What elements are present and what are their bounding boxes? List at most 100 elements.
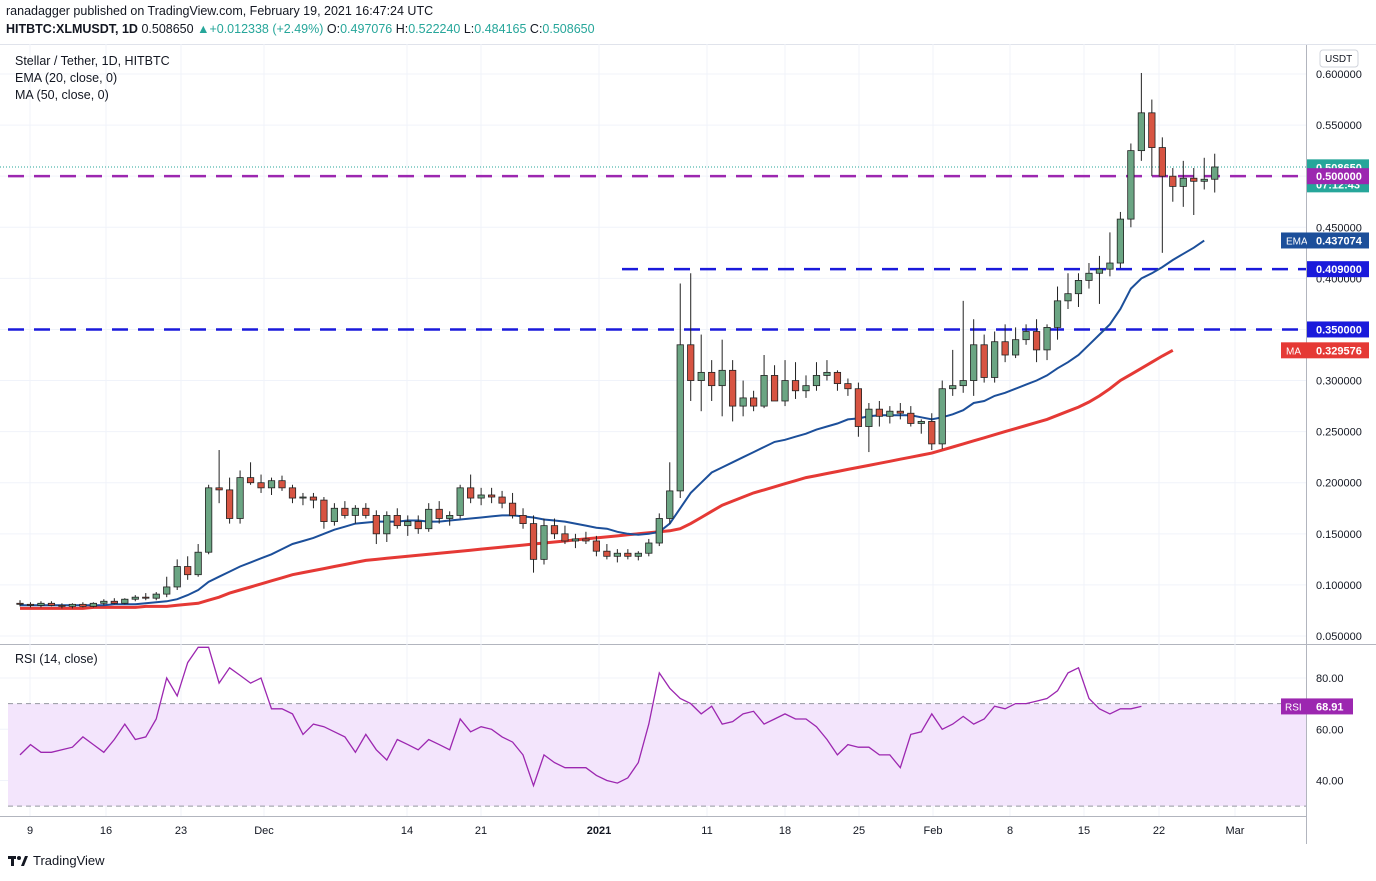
candle[interactable] [823,360,831,381]
candle[interactable] [592,535,601,557]
candle[interactable] [1200,157,1208,190]
candle[interactable] [896,403,904,420]
candle[interactable] [508,492,517,519]
candle[interactable] [907,406,915,427]
candle[interactable] [404,515,412,536]
candle[interactable] [571,533,580,549]
candle[interactable] [718,339,726,417]
candle[interactable] [750,390,758,412]
candle[interactable] [676,283,684,499]
candle[interactable] [1137,72,1145,161]
candle[interactable] [267,477,276,495]
candle[interactable] [844,378,852,396]
candle[interactable] [1043,324,1051,361]
candle[interactable] [100,599,108,606]
candle[interactable] [760,355,768,409]
candle[interactable] [666,462,674,524]
candle[interactable] [299,492,307,506]
candle[interactable] [131,595,139,602]
candle[interactable] [1169,168,1177,202]
candle[interactable] [320,497,328,529]
candle[interactable] [1190,168,1198,216]
candle[interactable] [812,362,821,391]
currency-box[interactable] [1319,49,1359,68]
candle[interactable] [58,603,66,609]
candle[interactable] [582,531,590,545]
candle[interactable] [236,470,244,524]
candle[interactable] [351,505,359,524]
candle[interactable] [875,400,883,427]
candle[interactable] [865,403,873,453]
candle[interactable] [1022,324,1030,345]
candle[interactable] [288,484,297,504]
candle[interactable] [561,525,569,545]
candle[interactable] [540,518,548,565]
legend-ma[interactable]: MA (50, close, 0) [15,88,109,102]
candle[interactable] [142,593,150,601]
candle[interactable] [487,487,496,504]
candle[interactable] [372,510,380,545]
candle[interactable] [194,544,202,577]
candle[interactable] [886,406,894,424]
candle[interactable] [980,334,988,383]
candle[interactable] [791,362,800,399]
candle[interactable] [645,538,653,557]
candle[interactable] [1053,286,1062,340]
candle[interactable] [959,300,967,393]
candle[interactable] [655,513,663,547]
candle[interactable] [1012,327,1020,359]
candle[interactable] [37,601,45,608]
candle[interactable] [603,544,611,560]
candle[interactable] [467,474,475,504]
candle[interactable] [938,380,946,450]
candle[interactable] [89,602,97,608]
candle[interactable] [519,508,527,529]
candle[interactable] [414,515,422,534]
candle[interactable] [1074,273,1083,307]
candle[interactable] [16,600,24,607]
candle[interactable] [79,602,87,608]
candle[interactable] [550,518,559,539]
candle[interactable] [613,549,621,563]
candle[interactable] [68,603,76,609]
candle[interactable] [1095,255,1104,304]
candle[interactable] [498,490,506,509]
candle[interactable] [225,477,234,524]
candle[interactable] [215,450,223,504]
candle[interactable] [1064,273,1072,310]
candle[interactable] [121,598,129,605]
candle[interactable] [393,508,401,529]
candle[interactable] [1085,263,1093,289]
candle[interactable] [917,419,925,434]
candle[interactable] [739,380,747,417]
candle[interactable] [1001,324,1009,363]
candle[interactable] [529,515,538,573]
candle[interactable] [184,556,192,580]
candle[interactable] [1211,153,1219,193]
candle[interactable] [687,273,695,401]
candle[interactable] [47,601,56,607]
candle[interactable] [854,382,863,437]
legend-ema[interactable]: EMA (20, close, 0) [15,71,118,85]
candle[interactable] [309,492,318,509]
candle[interactable] [456,484,464,519]
candle[interactable] [152,592,160,601]
candle[interactable] [246,462,255,485]
candle[interactable] [110,598,118,605]
candle[interactable] [970,319,978,396]
legend-title[interactable]: Stellar / Tether, 1D, HITBTC [15,54,170,68]
candle[interactable] [729,360,737,422]
candle[interactable] [446,511,454,526]
symbol-label[interactable]: HITBTC:XLMUSDT, 1D [6,22,138,36]
candle[interactable] [435,501,443,524]
candle[interactable] [173,559,181,591]
candle[interactable] [1127,143,1135,228]
candle[interactable] [949,349,957,396]
candle[interactable] [634,551,642,561]
candle[interactable] [257,474,265,493]
candle[interactable] [1148,99,1156,177]
candle[interactable] [991,331,999,383]
candle[interactable] [928,413,936,451]
candle[interactable] [26,602,35,608]
